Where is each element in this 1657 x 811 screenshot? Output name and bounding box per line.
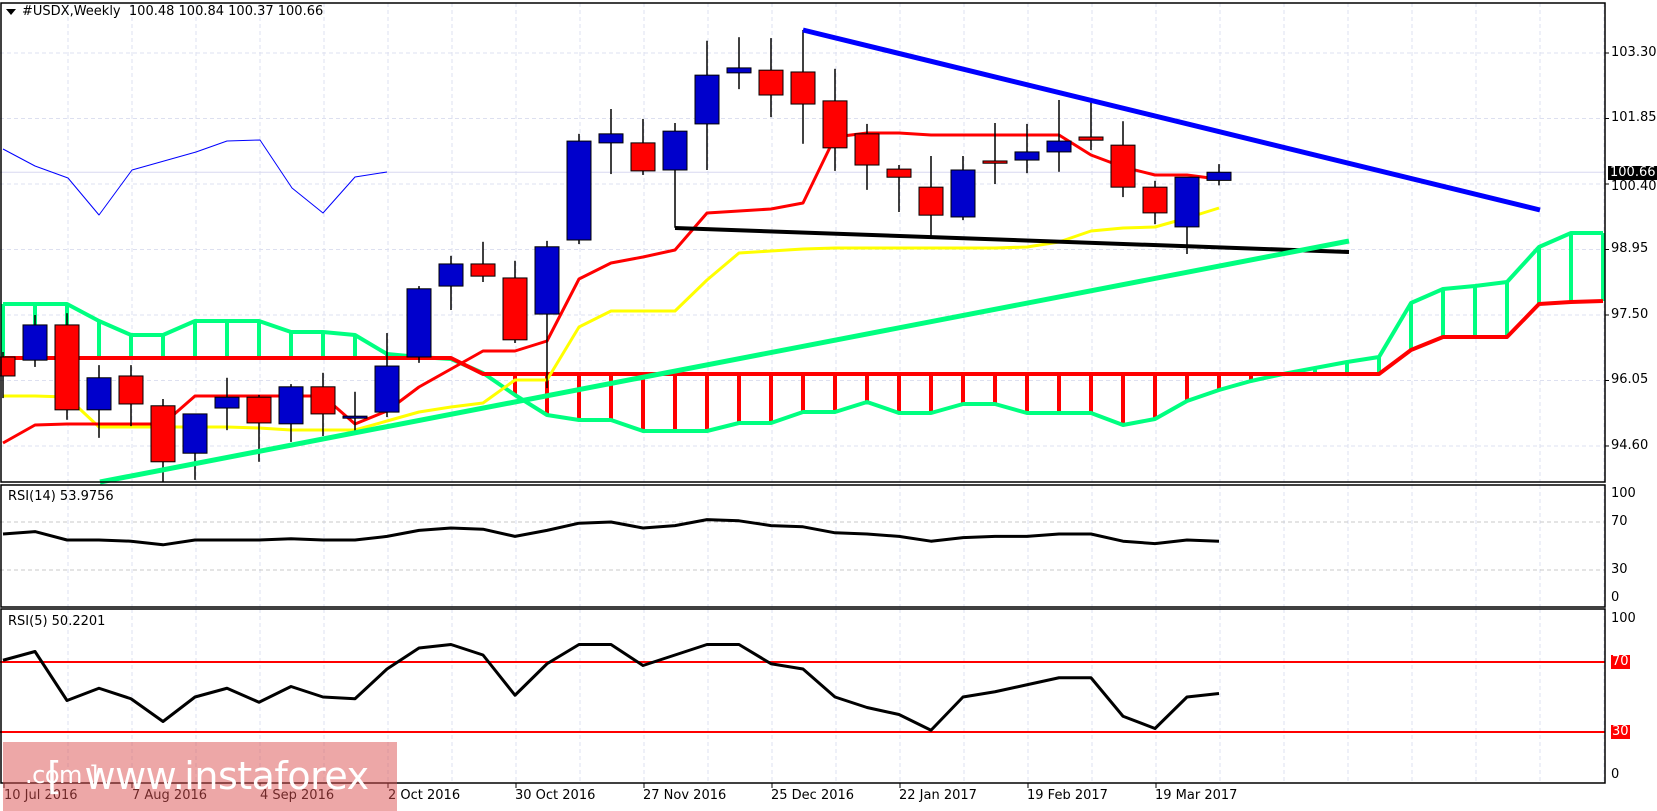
symbol-label: #USDX,Weekly <box>22 4 121 19</box>
support-rising-trendline[interactable] <box>99 238 1350 485</box>
rsi5-tick: 0 <box>1611 767 1620 782</box>
rsi5-tick: 100 <box>1611 611 1636 626</box>
price-tick: 94.60 <box>1611 438 1649 453</box>
rsi14-label: RSI(14) 53.9756 <box>8 489 114 504</box>
watermark: [ www.instaforex .com ] <box>3 742 397 811</box>
watermark-suffix: .com ] <box>25 761 98 789</box>
price-tick: 98.95 <box>1611 241 1649 256</box>
rsi14-tick: 0 <box>1611 590 1620 605</box>
price-tick: 101.85 <box>1611 110 1657 125</box>
ichimoku-cloud <box>1 231 1605 433</box>
price-tick: 100.40 <box>1611 179 1657 194</box>
support-horizontal-trendline[interactable] <box>674 226 1350 254</box>
date-tick: 22 Jan 2017 <box>899 788 977 803</box>
candlesticks <box>0 29 1232 483</box>
ohlc-values: 100.48 100.84 100.37 100.66 <box>128 4 324 19</box>
price-tick: 103.30 <box>1611 45 1657 60</box>
rsi14-tick: 30 <box>1611 562 1628 577</box>
date-tick: 19 Mar 2017 <box>1155 788 1238 803</box>
trendlines[interactable] <box>99 27 1541 485</box>
panel-frames <box>0 2 1609 788</box>
chart-header: #USDX,Weekly 100.48 100.84 100.37 100.66 <box>6 4 323 19</box>
price-tick: 97.50 <box>1611 307 1649 322</box>
rsi14-tick: 70 <box>1611 514 1628 529</box>
collapse-triangle-icon[interactable] <box>6 8 16 15</box>
price-tick: 96.05 <box>1611 372 1649 387</box>
date-tick: 27 Nov 2016 <box>643 788 727 803</box>
watermark-text: [ www.instaforex <box>47 754 369 798</box>
date-tick: 30 Oct 2016 <box>515 788 596 803</box>
current-price-badge: 100.66 <box>1608 165 1657 180</box>
resistance-trendline[interactable] <box>802 27 1541 213</box>
rsi5-label: RSI(5) 50.2201 <box>8 614 106 629</box>
date-tick: 25 Dec 2016 <box>771 788 855 803</box>
rsi-lines <box>0 518 1605 733</box>
date-tick: 2 Oct 2016 <box>388 788 461 803</box>
rsi14-tick: 100 <box>1611 486 1636 501</box>
rsi5-level-70: 70 <box>1611 654 1630 669</box>
rsi5-level-30: 30 <box>1611 724 1630 739</box>
date-tick: 19 Feb 2017 <box>1027 788 1108 803</box>
